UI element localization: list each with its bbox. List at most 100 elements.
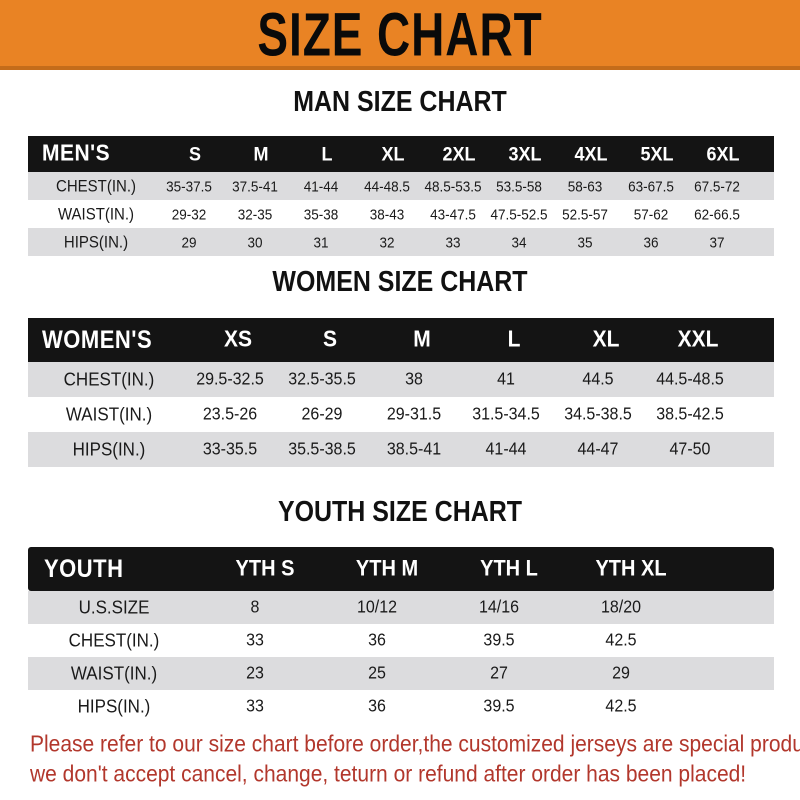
women-chest-xxl: 44.5-48.5 [656,369,724,389]
table-row: CHEST(IN.) 33 36 39.5 42.5 [28,624,774,657]
women-size-table: WOMEN'S XS S M L XL XXL CHEST(IN.) 29.5-… [28,318,774,467]
men-table-header-row: MEN'S S M L XL 2XL 3XL 4XL 5XL 6XL [28,136,774,172]
women-chest-l: 41 [497,369,515,389]
table-row: WAIST(IN.) 23 25 27 29 [28,657,774,690]
youth-hips-l: 39.5 [483,696,515,716]
youth-us-size-m: 10/12 [356,597,398,617]
youth-table-header-row: YOUTH YTH S YTH M YTH L YTH XL [28,547,774,591]
table-row: HIPS(IN.) 33-35.5 35.5-38.5 38.5-41 41-4… [28,432,774,467]
women-column-header-xxl: XXL [677,326,719,353]
women-chest-s: 32.5-35.5 [288,369,356,389]
youth-waist-m: 25 [368,663,386,683]
men-row-label-chest: CHEST(IN.) [56,176,136,196]
youth-row-label-chest: CHEST(IN.) [68,629,160,651]
youth-column-header-m: YTH M [355,556,419,581]
table-row: CHEST(IN.) 29.5-32.5 32.5-35.5 38 41 44.… [28,362,774,397]
table-row: HIPS(IN.) 33 36 39.5 42.5 [28,690,774,723]
men-hips-s: 29 [181,233,197,251]
men-chest-m: 37.5-41 [232,177,278,195]
men-chest-2xl: 48.5-53.5 [424,177,482,195]
youth-us-size-l: 14/16 [478,597,520,617]
women-row-label-hips: HIPS(IN.) [72,438,146,460]
women-hips-xl: 44-47 [577,439,619,459]
women-row-label-chest: CHEST(IN.) [63,368,155,390]
men-hips-2xl: 33 [445,233,461,251]
youth-row-label-hips: HIPS(IN.) [77,695,151,717]
men-category-label: MEN'S [42,140,111,167]
youth-size-table: YOUTH YTH S YTH M YTH L YTH XL U.S.SIZE … [28,547,774,723]
women-column-header-s: S [322,326,337,353]
men-row-label-waist: WAIST(IN.) [57,204,135,224]
youth-chest-s: 33 [246,630,264,650]
youth-waist-l: 27 [490,663,508,683]
table-row: WAIST(IN.) 23.5-26 26-29 29-31.5 31.5-34… [28,397,774,432]
youth-row-label-waist: WAIST(IN.) [70,662,158,684]
table-row: CHEST(IN.) 35-37.5 37.5-41 41-44 44-48.5… [28,172,774,200]
page-title: SIZE CHART [257,0,543,70]
men-waist-6xl: 62-66.5 [694,205,740,223]
men-waist-5xl: 57-62 [633,205,669,223]
men-column-header-m: M [253,142,269,165]
men-hips-m: 30 [247,233,263,251]
women-category-label: WOMEN'S [42,325,153,354]
banner-shadow [0,66,800,70]
youth-row-label-us-size: U.S.SIZE [78,596,150,618]
men-hips-4xl: 35 [577,233,593,251]
youth-us-size-xl: 18/20 [600,597,642,617]
women-section-title: WOMEN SIZE CHART [272,264,528,298]
youth-waist-s: 23 [246,663,264,683]
youth-waist-xl: 29 [612,663,630,683]
men-waist-4xl: 52.5-57 [562,205,608,223]
youth-hips-m: 36 [368,696,386,716]
women-row-label-waist: WAIST(IN.) [65,403,153,425]
men-column-header-3xl: 3XL [508,142,542,165]
men-chest-xl: 44-48.5 [364,177,410,195]
men-section-title: MAN SIZE CHART [293,84,507,118]
youth-chest-l: 39.5 [483,630,515,650]
men-chest-3xl: 53.5-58 [496,177,542,195]
women-chest-xs: 29.5-32.5 [196,369,264,389]
youth-section-title: YOUTH SIZE CHART [277,494,523,528]
table-row: HIPS(IN.) 29 30 31 32 33 34 35 36 37 [28,228,774,256]
women-waist-xs: 23.5-26 [202,404,258,424]
men-waist-xl: 38-43 [369,205,405,223]
women-waist-m: 29-31.5 [386,404,442,424]
disclaimer-line-1: Please refer to our size chart before or… [30,731,800,758]
men-column-header-s: S [188,142,201,165]
table-row: WAIST(IN.) 29-32 32-35 35-38 38-43 43-47… [28,200,774,228]
men-chest-s: 35-37.5 [166,177,212,195]
youth-chest-m: 36 [368,630,386,650]
women-hips-m: 38.5-41 [386,439,442,459]
men-column-header-2xl: 2XL [442,142,476,165]
disclaimer-note: Please refer to our size chart before or… [30,730,800,790]
men-column-header-5xl: 5XL [640,142,674,165]
women-column-header-xs: XS [223,326,252,353]
youth-us-size-s: 8 [250,597,260,617]
page-banner: SIZE CHART [0,0,800,70]
men-hips-5xl: 36 [643,233,659,251]
men-chest-6xl: 67.5-72 [694,177,740,195]
men-hips-3xl: 34 [511,233,527,251]
men-column-header-4xl: 4XL [574,142,608,165]
youth-column-header-xl: YTH XL [595,556,667,581]
women-hips-xxl: 47-50 [669,439,711,459]
women-hips-s: 35.5-38.5 [288,439,356,459]
women-column-header-xl: XL [592,326,620,353]
men-hips-xl: 32 [379,233,395,251]
men-row-label-hips: HIPS(IN.) [63,232,129,252]
men-waist-s: 29-32 [171,205,207,223]
women-column-header-l: L [507,326,521,353]
women-hips-xs: 33-35.5 [202,439,258,459]
table-row: U.S.SIZE 8 10/12 14/16 18/20 [28,591,774,624]
men-column-header-xl: XL [381,142,405,165]
men-chest-4xl: 58-63 [567,177,603,195]
women-waist-s: 26-29 [301,404,343,424]
men-hips-l: 31 [313,233,329,251]
women-table-header-row: WOMEN'S XS S M L XL XXL [28,318,774,362]
youth-hips-s: 33 [246,696,264,716]
men-waist-3xl: 47.5-52.5 [490,205,548,223]
men-hips-6xl: 37 [709,233,725,251]
youth-column-header-s: YTH S [235,556,295,581]
youth-hips-xl: 42.5 [605,696,637,716]
